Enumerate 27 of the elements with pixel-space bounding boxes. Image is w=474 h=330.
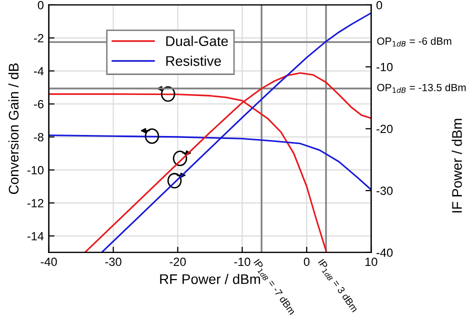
y-axis-title: Conversion Gain / dB (8, 63, 19, 194)
x-tick-label: 0 (304, 258, 310, 266)
x-tick-label: 10 (365, 258, 378, 266)
y-tick-label: 0 (38, 0, 44, 10)
y2-tick-label: -10 (376, 62, 393, 72)
y2-tick-label: 0 (376, 0, 382, 10)
y2-axis-title: IF Power / dBm (452, 118, 462, 212)
x-tick-label: -30 (105, 258, 122, 266)
y-tick-label: -14 (27, 232, 44, 240)
x-tick-label: -20 (170, 258, 186, 266)
y2-tick-label: -20 (376, 124, 393, 134)
ref-line-label: OP$_{1dB}$ = -13.5 dBm (377, 84, 466, 93)
ref-line-label: IP$_{1dB}$ = 3 dBm (316, 258, 358, 314)
legend-label: Resistive (166, 56, 221, 66)
ref-line-label: OP$_{1dB}$ = -6 dBm (377, 37, 452, 47)
y2-tick-label: -30 (376, 186, 393, 195)
legend-label: Dual-Gate (166, 36, 228, 46)
x-axis-title: RF Power / dBm (160, 274, 260, 284)
y-tick-label: -10 (27, 166, 44, 174)
y-tick-label: -2 (34, 34, 44, 42)
y-tick-label: -8 (34, 132, 44, 142)
y-tick-label: -4 (34, 67, 44, 76)
y2-tick-label: -40 (376, 248, 393, 257)
y-tick-label: -12 (27, 198, 44, 208)
x-tick-label: -40 (40, 258, 57, 266)
y-tick-label: -6 (34, 100, 44, 108)
x-tick-label: -10 (234, 258, 250, 266)
